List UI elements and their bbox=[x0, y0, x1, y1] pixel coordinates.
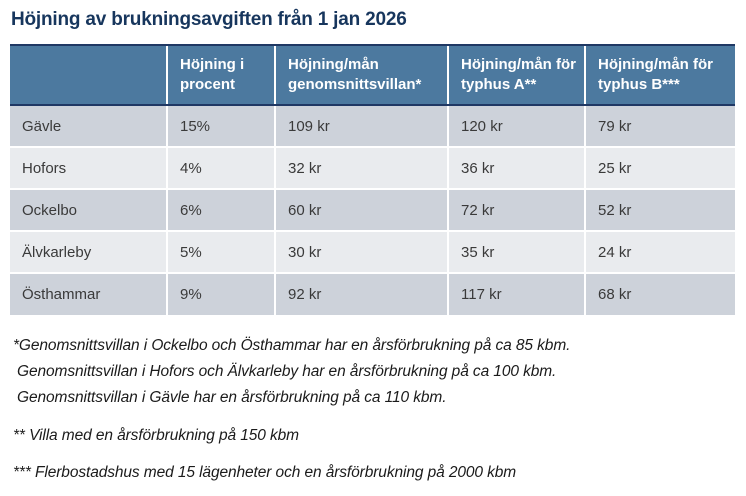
cell-municipality: Hofors bbox=[10, 146, 167, 189]
footnotes: *Genomsnittsvillan i Ockelbo och Östhamm… bbox=[13, 333, 735, 486]
footnote-typhus-b: *** Flerbostadshus med 15 lägenheter och… bbox=[13, 464, 517, 481]
table-row-ockelbo: Ockelbo 6% 60 kr 72 kr 52 kr bbox=[10, 188, 735, 231]
header-cell-typhus-b: Höjning/mån för typhus B*** bbox=[584, 44, 735, 106]
header-cell-villa: Höjning/mån genomsnittsvillan* bbox=[274, 44, 448, 106]
page-title: Höjning av brukningsavgiften från 1 jan … bbox=[11, 9, 407, 30]
table-row-gavle: Gävle 15% 109 kr 120 kr 79 kr bbox=[10, 104, 735, 147]
header-cell-municipality bbox=[10, 44, 167, 106]
cell-villa: 60 kr bbox=[274, 188, 448, 231]
cell-villa: 30 kr bbox=[274, 230, 448, 273]
footnote-line: *Genomsnittsvillan i Ockelbo och Östhamm… bbox=[13, 337, 571, 354]
page: Höjning av brukningsavgiften från 1 jan … bbox=[10, 9, 735, 486]
table-row-osthammar: Östhammar 9% 92 kr 117 kr 68 kr bbox=[10, 272, 735, 315]
cell-percent: 5% bbox=[166, 230, 275, 273]
cell-typhus-b: 24 kr bbox=[584, 230, 735, 273]
cell-municipality: Älvkarleby bbox=[10, 230, 167, 273]
cell-typhus-b: 68 kr bbox=[584, 272, 735, 315]
cell-percent: 6% bbox=[166, 188, 275, 231]
cell-typhus-a: 120 kr bbox=[447, 104, 585, 147]
cell-percent: 4% bbox=[166, 146, 275, 189]
cell-typhus-b: 79 kr bbox=[584, 104, 735, 147]
table-header-row: Höjning i procent Höjning/mån genomsnitt… bbox=[10, 44, 735, 106]
cell-villa: 92 kr bbox=[274, 272, 448, 315]
cell-typhus-b: 52 kr bbox=[584, 188, 735, 231]
cell-typhus-a: 117 kr bbox=[447, 272, 585, 315]
cell-villa: 109 kr bbox=[274, 104, 448, 147]
table-row-hofors: Hofors 4% 32 kr 36 kr 25 kr bbox=[10, 146, 735, 189]
cell-typhus-a: 35 kr bbox=[447, 230, 585, 273]
table-row-alvkarleby: Älvkarleby 5% 30 kr 35 kr 24 kr bbox=[10, 230, 735, 273]
cell-percent: 9% bbox=[166, 272, 275, 315]
header-cell-typhus-a: Höjning/mån för typhus A** bbox=[447, 44, 585, 106]
cell-percent: 15% bbox=[166, 104, 275, 147]
footnote-typhus-a: ** Villa med en årsförbrukning på 150 kb… bbox=[13, 427, 299, 444]
header-cell-percent: Höjning i procent bbox=[166, 44, 275, 106]
cell-typhus-a: 36 kr bbox=[447, 146, 585, 189]
cell-typhus-a: 72 kr bbox=[447, 188, 585, 231]
cell-municipality: Ockelbo bbox=[10, 188, 167, 231]
footnote-line: Genomsnittsvillan i Hofors och Älvkarleb… bbox=[17, 363, 557, 380]
cell-municipality: Östhammar bbox=[10, 272, 167, 315]
cell-typhus-b: 25 kr bbox=[584, 146, 735, 189]
fee-increase-table: Höjning i procent Höjning/mån genomsnitt… bbox=[10, 44, 735, 315]
footnote-line: Genomsnittsvillan i Gävle har en årsförb… bbox=[17, 389, 447, 406]
footnote-villa-consumption: *Genomsnittsvillan i Ockelbo och Östhamm… bbox=[13, 333, 735, 411]
cell-municipality: Gävle bbox=[10, 104, 167, 147]
cell-villa: 32 kr bbox=[274, 146, 448, 189]
